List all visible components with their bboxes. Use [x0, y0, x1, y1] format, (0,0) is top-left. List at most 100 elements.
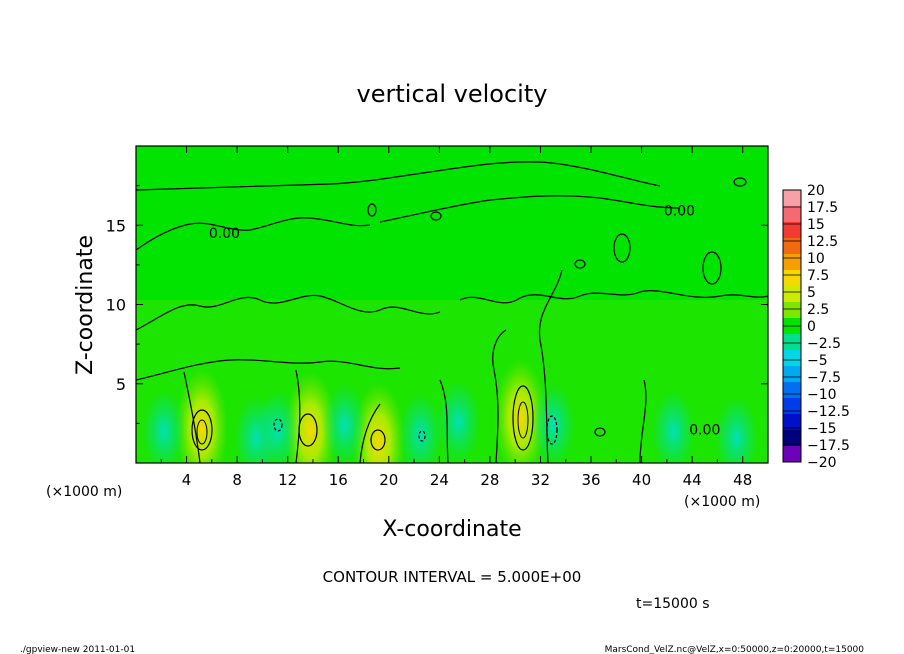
x-tick-label: 16 [329, 471, 348, 489]
downdraft-9 [714, 395, 759, 463]
contour-cell [733, 177, 747, 187]
y-tick-label: 5 [116, 375, 126, 394]
contour-cell [273, 418, 283, 432]
colorbar-label: −20 [807, 455, 837, 471]
y-tick-label: 15 [106, 216, 126, 235]
contour-label-group: 0.00 0.00 0.00 [209, 204, 720, 439]
contour-cell [298, 413, 318, 447]
updraft-3 [352, 382, 405, 463]
contour-cell [512, 385, 534, 451]
contour-line [359, 403, 381, 463]
contour-line [439, 379, 449, 463]
colorbar-label: 12.5 [807, 234, 838, 250]
contour-label: 0.00 [664, 204, 695, 220]
x-axis-label: X-coordinate [382, 517, 521, 542]
x-tick-label: 36 [581, 471, 600, 489]
contour-cell [594, 427, 606, 437]
colorbar-label: 10 [807, 251, 825, 267]
contour-cell [546, 415, 558, 445]
contour-cell [430, 211, 442, 221]
colorbar-label: 2.5 [807, 302, 829, 318]
colorbar-label: −7.5 [807, 370, 841, 386]
contour-line [492, 329, 507, 463]
colorbar-swatch [783, 398, 801, 415]
contour-line [639, 379, 647, 463]
footer-right: MarsCond_VelZ.nc@VelZ,x=0:50000,z=0:2000… [605, 645, 865, 654]
contour-cell [370, 429, 386, 451]
colorbar-swatch [783, 302, 801, 319]
contour-line [183, 371, 201, 463]
x-tick-label: 24 [430, 471, 449, 489]
x-tick-label: 32 [531, 471, 550, 489]
colorbar-swatch [783, 446, 801, 463]
colorbar-swatch [783, 270, 801, 287]
contour-line [459, 290, 768, 304]
plot-area: 0.00 0.00 0.00 [136, 146, 768, 463]
contour-cell [517, 401, 529, 439]
x-tick-label: 12 [278, 471, 297, 489]
contour-line [136, 294, 441, 331]
contour-lines [136, 161, 768, 463]
contour-cell [367, 203, 377, 217]
x-tick-label: 44 [683, 471, 702, 489]
downdraft-3 [255, 389, 300, 463]
contour-line [136, 217, 371, 251]
colorbar-label: −15 [807, 421, 837, 437]
contour-cell [574, 259, 586, 269]
colorbar-label: 17.5 [807, 200, 838, 216]
x-tick-label: 28 [480, 471, 499, 489]
x-axis: 4 8 12 16 20 24 28 32 36 40 44 48 [160, 146, 752, 489]
y-axis: 5 10 15 [106, 185, 768, 424]
colorbar-swatch [783, 430, 801, 447]
downdraft-1 [141, 389, 186, 463]
colorbar-swatch [783, 286, 801, 303]
contour-cell [418, 430, 426, 442]
contour-cell [702, 251, 722, 285]
contour-line [136, 161, 661, 191]
x-tick-label: 4 [182, 471, 192, 489]
x-unit-left: (×1000 m) [46, 484, 122, 500]
colorbar-label: 20 [807, 183, 825, 199]
colorbar-label: 15 [807, 217, 825, 233]
contour-cell [613, 233, 631, 263]
colorbar-swatch [783, 254, 801, 271]
downdraft-5 [398, 392, 443, 463]
contour-label: 0.00 [689, 422, 720, 438]
downdraft-8 [651, 389, 696, 463]
time-label: t=15000 s [636, 596, 710, 612]
colorbar-swatch [783, 414, 801, 431]
colorbar-label: −10 [807, 387, 837, 403]
colorbar-swatch [783, 238, 801, 255]
contour-line [379, 195, 681, 223]
colorbar: 2017.51512.5107.552.50−2.5−5−7.5−10−12.5… [782, 183, 850, 471]
chart-title: vertical velocity [357, 80, 548, 108]
x-tick-label: 48 [733, 471, 752, 489]
footer-left: ./gpview-new 2011-01-01 [20, 645, 135, 654]
downdraft-7 [531, 382, 576, 463]
x-tick-label: 20 [379, 471, 398, 489]
colorbar-label: −5 [807, 353, 828, 369]
y-tick-label: 10 [106, 296, 126, 315]
colorbar-swatch [783, 334, 801, 351]
contour-cell [191, 409, 213, 451]
contour-line [136, 359, 401, 381]
contour-cell [196, 419, 208, 445]
colorbar-label: −12.5 [807, 404, 850, 420]
downdraft-6 [436, 379, 481, 463]
colorbar-swatch [783, 382, 801, 399]
x-unit-right: (×1000 m) [684, 494, 760, 510]
contour-label: 0.00 [209, 226, 240, 242]
contour-line [538, 269, 563, 463]
colorbar-label: 0 [807, 319, 816, 335]
colorbar-swatch [783, 222, 801, 239]
colorbar-label: −17.5 [807, 438, 850, 454]
contour-line [295, 369, 301, 463]
colorbar-swatch [783, 350, 801, 367]
y-axis-label: Z-coordinate [73, 235, 98, 375]
downdraft-4 [322, 382, 367, 463]
velocity-field [141, 358, 759, 463]
x-tick-label: 40 [632, 471, 651, 489]
colorbar-swatch [783, 366, 801, 383]
colorbar-swatch [783, 190, 801, 207]
